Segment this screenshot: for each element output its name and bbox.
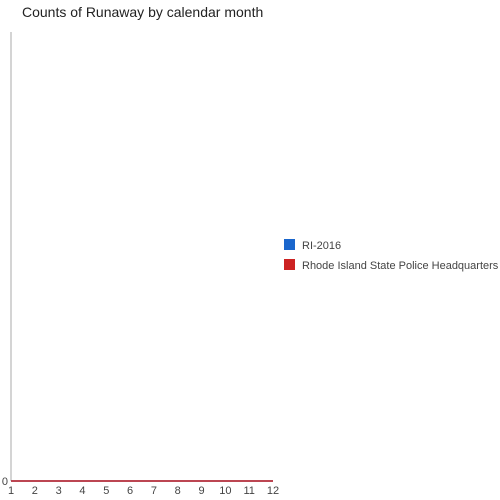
legend-swatch (284, 239, 295, 250)
x-tick-label: 11 (243, 485, 254, 497)
x-tick-label: 3 (56, 485, 62, 497)
chart-title: Counts of Runaway by calendar month (22, 4, 263, 20)
x-tick-label: 2 (32, 485, 38, 497)
legend-swatch (284, 259, 295, 270)
x-tick-label: 7 (151, 485, 157, 497)
x-tick-label: 9 (198, 485, 204, 497)
x-tick-label: 4 (79, 485, 85, 497)
legend-label: Rhode Island State Police Headquarters (302, 260, 499, 272)
legend-label: RI-2016 (302, 240, 341, 252)
x-tick-label: 6 (127, 485, 133, 497)
x-tick-label: 12 (267, 485, 279, 497)
x-tick-label: 1 (8, 485, 14, 497)
x-tick-label: 5 (103, 485, 109, 497)
x-tick-label: 8 (175, 485, 181, 497)
tick-labels: 1 2 3 4 5 6 7 8 9 10 11 120 (2, 476, 279, 497)
legend: RI-2016 Rhode Island State Police Headqua… (284, 239, 499, 272)
y-tick-label: 0 (2, 476, 8, 488)
x-tick-label: 10 (219, 485, 231, 497)
